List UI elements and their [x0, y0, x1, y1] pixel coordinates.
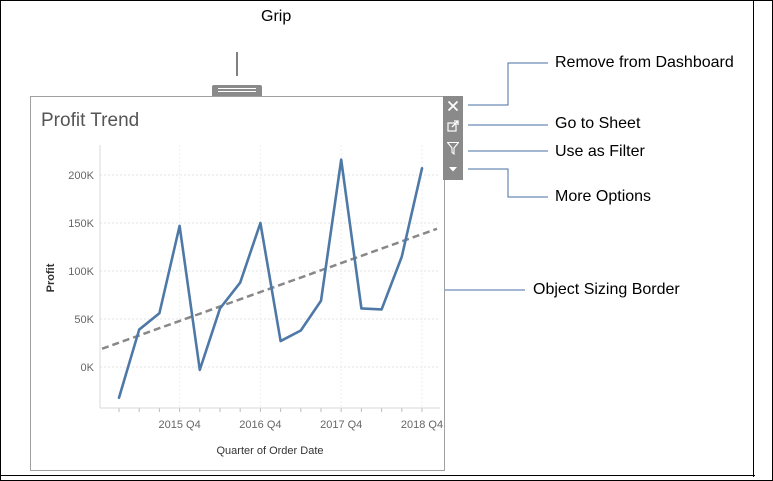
sizing-border-callout: Object Sizing Border — [533, 281, 680, 298]
grip-handle[interactable] — [212, 85, 262, 96]
sheet-title: Profit Trend — [41, 110, 140, 131]
more-options-callout: More Options — [555, 188, 652, 205]
more-options-button[interactable] — [443, 159, 463, 179]
profit-series-line — [117, 158, 424, 400]
x-tick-label: 2015 Q4 — [158, 419, 200, 431]
go-to-sheet-callout: Go to Sheet — [555, 115, 641, 132]
y-axis-title: Profit — [45, 263, 57, 292]
y-tick-label: 150K — [68, 218, 94, 230]
grip-bar — [218, 91, 256, 92]
use-as-filter-button[interactable] — [443, 138, 463, 158]
go-to-sheet-button[interactable] — [443, 116, 463, 136]
frame-right-line — [753, 0, 754, 477]
frame-bottom-line — [0, 475, 755, 476]
x-tick-label: 2017 Q4 — [320, 419, 362, 431]
y-tick-label: 0K — [81, 362, 95, 374]
y-tick-label: 200K — [68, 170, 94, 182]
y-tick-label: 50K — [74, 314, 94, 326]
grip-bar — [218, 88, 256, 89]
close-icon — [447, 100, 459, 112]
filter-icon — [447, 141, 459, 155]
more-options-icon — [449, 167, 457, 172]
grip-callout: Grip — [261, 8, 292, 25]
remove-from-dashboard-button[interactable] — [443, 96, 463, 116]
trend-line — [101, 227, 438, 350]
x-tick-label: 2018 Q4 — [401, 419, 443, 431]
object-toolbar — [443, 96, 463, 180]
x-tick-label: 2016 Q4 — [239, 419, 281, 431]
remove-callout: Remove from Dashboard — [555, 54, 734, 71]
y-tick-label: 100K — [68, 266, 94, 278]
go-to-sheet-icon — [447, 120, 459, 132]
filter-callout: Use as Filter — [555, 143, 645, 160]
x-axis-title: Quarter of Order Date — [217, 445, 324, 457]
